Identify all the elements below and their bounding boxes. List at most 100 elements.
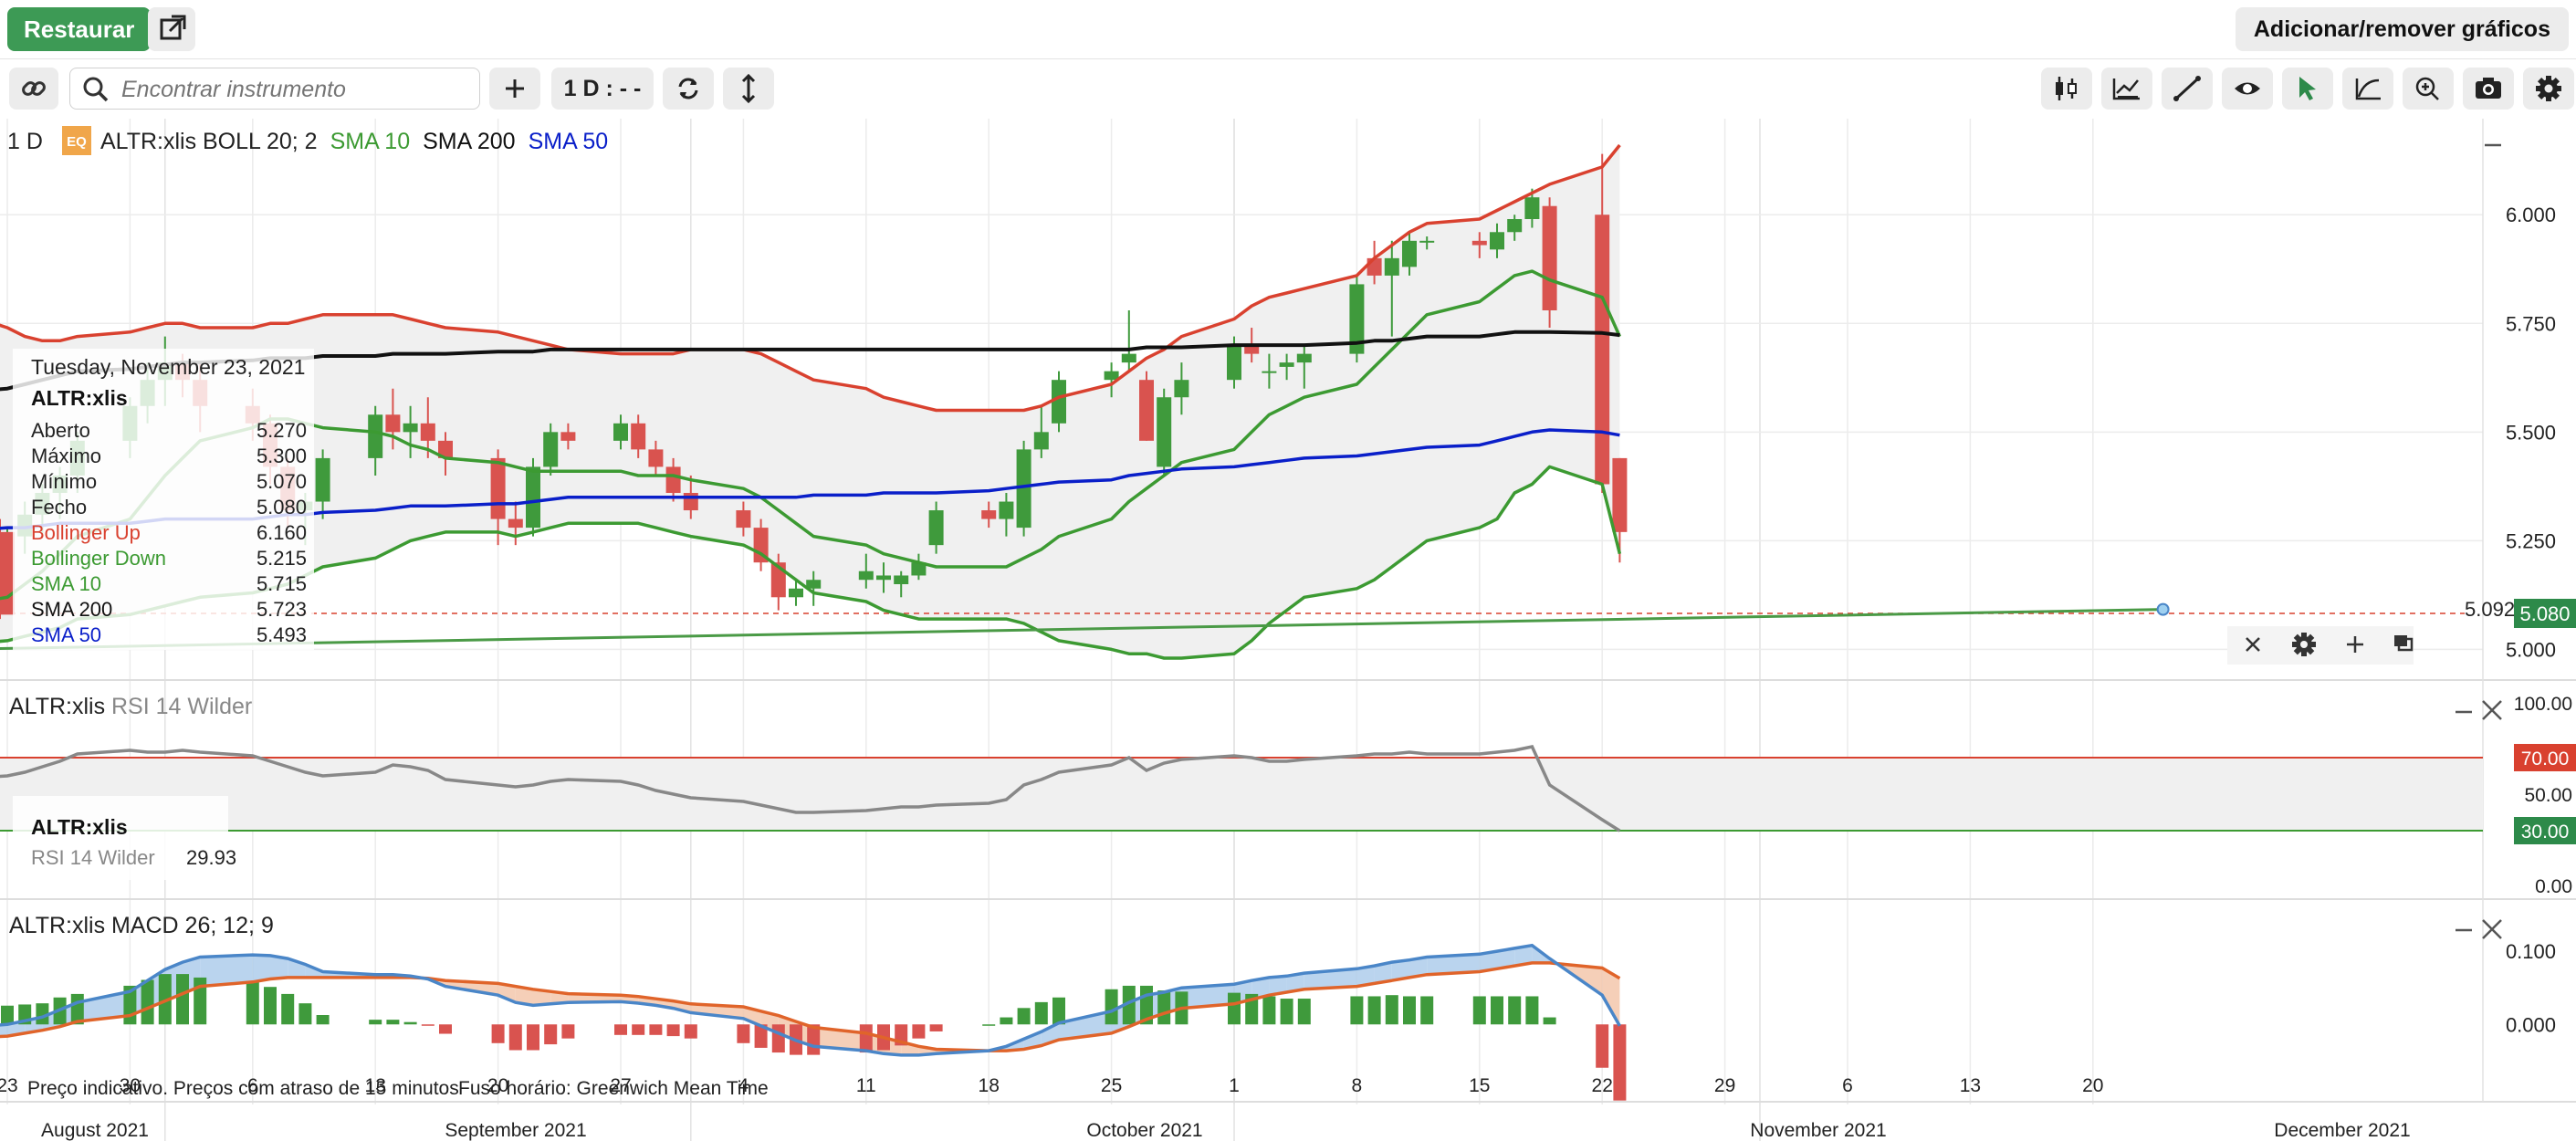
trendline-value: 5.092: [2465, 598, 2515, 621]
chart-area[interactable]: 1 D EQ ALTR:xlis BOLL 20; 2 SMA 10 SMA 200…: [0, 117, 2576, 1141]
macd-histogram-bar: [1543, 1017, 1556, 1025]
macd-fill-segment: [497, 983, 516, 1003]
expand-vertical-button[interactable]: [723, 68, 774, 110]
open-external-button[interactable]: [148, 7, 195, 51]
month-label: December 2021: [2274, 1120, 2410, 1141]
search-input[interactable]: [120, 74, 470, 105]
trend-line[interactable]: [0, 608, 2163, 651]
chart-type-button[interactable]: [2041, 68, 2092, 110]
macd-fill-segment: [1479, 951, 1497, 972]
candle-body: [368, 414, 383, 458]
macd-histogram-bar: [1350, 996, 1364, 1025]
tooltip-row-label: Bollinger Up: [31, 521, 141, 544]
macd-histogram-bar: [176, 974, 189, 1025]
rsi-tooltip: [13, 796, 228, 880]
curve-icon: [2355, 79, 2381, 100]
tooltip-row-label: SMA 50: [31, 623, 101, 646]
gear-icon[interactable]: [2292, 633, 2316, 656]
macd-tick: 0.100: [2506, 940, 2556, 963]
visibility-button[interactable]: [2222, 68, 2273, 110]
rsi-indicator-name: RSI 14 Wilder: [111, 694, 252, 719]
macd-histogram-bar: [421, 1024, 435, 1026]
macd-histogram-bar: [1017, 1008, 1031, 1025]
rsi-tick: 50.00: [2524, 785, 2572, 806]
month-label: November 2021: [1750, 1120, 1886, 1141]
day-tick: 22: [1592, 1075, 1613, 1096]
month-label: October 2021: [1086, 1120, 1202, 1141]
macd-fill-segment: [1427, 954, 1480, 975]
day-tick: 20: [487, 1075, 508, 1096]
plus-icon[interactable]: [2347, 636, 2363, 653]
draw-line-button[interactable]: [2162, 68, 2213, 110]
tooltip-row-value: 5.080: [257, 496, 307, 518]
macd-histogram-bar: [1262, 996, 1276, 1025]
candle-body: [490, 457, 506, 519]
day-tick: 13: [365, 1075, 386, 1096]
macd-histogram-bar: [386, 1020, 400, 1025]
candle-body: [385, 414, 401, 433]
candle-body: [1349, 284, 1365, 354]
macd-histogram-bar: [684, 1024, 697, 1039]
candle-body: [1524, 197, 1540, 219]
macd-histogram-bar: [264, 987, 277, 1025]
trend-line-handle[interactable]: [2156, 602, 2170, 616]
equity-badge: EQ: [67, 134, 87, 150]
day-tick: 6: [1842, 1075, 1853, 1096]
instrument-name: ALTR:xlis: [100, 129, 196, 154]
indicators-button[interactable]: [2101, 68, 2152, 110]
macd-histogram-bar: [1052, 997, 1065, 1025]
close-icon[interactable]: [2246, 637, 2260, 652]
price-tick: 5.500: [2506, 421, 2556, 444]
macd-fill-segment: [1181, 984, 1234, 1009]
candle-body: [981, 510, 997, 519]
price-axis: 6.000 5.750 5.500 5.250 5.000: [2506, 204, 2556, 661]
price-tick: 5.750: [2506, 312, 2556, 335]
candle-body: [1402, 240, 1417, 267]
macd-fill-segment: [1374, 962, 1392, 984]
candle-body: [753, 528, 769, 563]
tooltip-row-label: Fecho: [31, 496, 87, 518]
candle-body: [1227, 345, 1241, 381]
macd-axis: 0.100 0.000: [2506, 940, 2556, 1036]
cursor-button[interactable]: [2282, 68, 2333, 110]
curve-button[interactable]: [2342, 68, 2393, 110]
restore-button[interactable]: Restaurar: [7, 7, 152, 51]
add-remove-charts-button[interactable]: Adicionar/remover gráficos: [2235, 7, 2569, 51]
zoom-in-icon: [2415, 77, 2439, 100]
macd-histogram-bar: [1228, 992, 1241, 1025]
candle-body: [1262, 371, 1277, 373]
link-button[interactable]: [9, 68, 58, 110]
refresh-button[interactable]: [663, 68, 714, 110]
macd-histogram-bar: [1472, 996, 1486, 1025]
draw-line-icon: [2173, 76, 2201, 101]
macd-histogram-bar: [649, 1024, 663, 1035]
macd-fill-segment: [533, 989, 551, 1006]
add-instrument-button[interactable]: [489, 68, 540, 110]
interval-selector[interactable]: 1 D : - -: [551, 68, 654, 110]
macd-title: ALTR:xlis: [9, 913, 105, 938]
candle-body: [1542, 205, 1557, 310]
price-tick: 6.000: [2506, 204, 2556, 226]
tooltip-row-value: 5.270: [257, 419, 307, 442]
tooltip-row-value: 6.160: [257, 521, 307, 544]
candle-body: [894, 575, 909, 584]
last-price-label: 5.080: [2519, 602, 2570, 625]
screenshot-button[interactable]: [2463, 68, 2514, 110]
delay-disclaimer: Preço indicativo. Preços com atraso de 1…: [27, 1078, 459, 1099]
macd-histogram-bar: [1122, 985, 1136, 1025]
copy-icon[interactable]: [2394, 635, 2414, 652]
month-label: September 2021: [445, 1120, 586, 1141]
macd-panel-controls[interactable]: [2456, 919, 2502, 939]
candle-body: [911, 562, 927, 576]
rsi-panel-controls[interactable]: [2456, 700, 2502, 720]
macd-fill-segment: [1269, 976, 1287, 996]
refresh-icon: [678, 78, 698, 99]
macd-histogram-bar: [1596, 1024, 1609, 1068]
settings-button[interactable]: [2523, 68, 2574, 110]
zoom-button[interactable]: [2403, 68, 2454, 110]
candle-body: [315, 457, 330, 502]
instrument-search[interactable]: [69, 68, 480, 110]
candle-body: [1016, 449, 1031, 529]
macd-histogram-bar: [1491, 996, 1503, 1025]
day-tick: 27: [610, 1075, 631, 1096]
